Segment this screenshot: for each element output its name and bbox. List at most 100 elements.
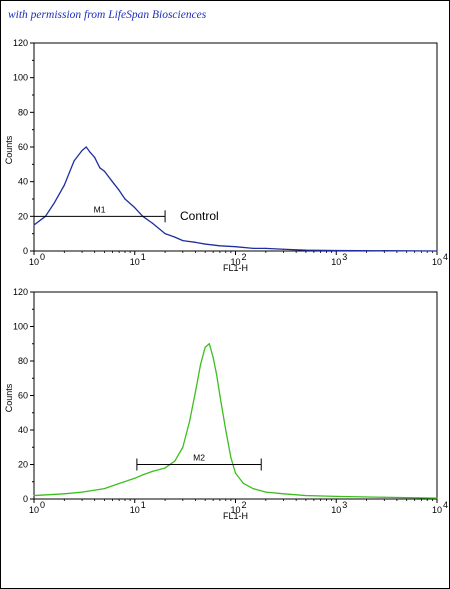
y-tick-label: 100 — [13, 322, 28, 332]
histogram-point — [265, 491, 267, 493]
y-tick-label: 80 — [18, 356, 28, 366]
histogram-point — [103, 488, 106, 490]
histogram-point — [94, 156, 96, 158]
x-tick-exponent: 0 — [40, 252, 45, 262]
y-axis-title: Counts — [4, 383, 14, 412]
y-tick-label: 20 — [18, 211, 28, 221]
histogram-point — [204, 346, 206, 348]
histogram-point — [99, 167, 101, 169]
y-tick-label: 60 — [18, 142, 28, 152]
x-tick-label: 10 — [130, 257, 140, 267]
histogram-point — [182, 446, 184, 448]
marker-label: M1 — [94, 204, 106, 214]
x-axis-title: FL1-H — [223, 511, 248, 521]
histogram-point — [164, 467, 166, 469]
histogram-point — [33, 224, 35, 226]
histogram-point — [81, 149, 83, 152]
x-tick-exponent: 0 — [40, 500, 45, 510]
y-axis-title: Counts — [4, 135, 14, 164]
histogram-point — [225, 429, 227, 431]
y-tick-label: 60 — [18, 391, 28, 401]
x-tick-exponent: 2 — [242, 252, 247, 262]
histogram-point — [208, 343, 210, 345]
histogram-point — [151, 470, 154, 472]
histogram-point — [164, 233, 166, 235]
x-tick-exponent: 3 — [342, 252, 347, 262]
x-tick-label: 10 — [29, 257, 39, 267]
histogram-point — [335, 495, 337, 498]
histogram-point — [63, 493, 65, 495]
x-tick-label: 10 — [29, 505, 39, 515]
x-tick-label: 10 — [130, 505, 140, 515]
histogram-line — [33, 343, 438, 499]
histogram-point — [199, 363, 202, 366]
histogram-point — [134, 207, 136, 209]
x-tick-label: 10 — [331, 257, 341, 267]
x-tick-exponent: 1 — [141, 252, 146, 262]
histogram-point — [118, 189, 120, 191]
histogram-point — [89, 151, 91, 153]
histogram-point — [282, 493, 285, 495]
y-tick-label: 20 — [18, 460, 28, 470]
x-tick-label: 10 — [331, 505, 341, 515]
histogram-point — [194, 241, 197, 243]
y-tick-label: 120 — [13, 38, 28, 48]
x-tick-label: 10 — [230, 505, 240, 515]
histogram-point — [124, 198, 126, 200]
histogram-point — [265, 247, 267, 249]
histogram-line — [33, 146, 438, 252]
y-tick-label: 40 — [18, 425, 28, 435]
histogram-point — [234, 472, 237, 474]
y-tick-label: 100 — [13, 73, 28, 83]
histogram-point — [73, 160, 75, 162]
histogram-point — [212, 356, 214, 359]
histogram-point — [151, 222, 154, 224]
histogram-point — [63, 184, 65, 186]
histogram-point — [234, 246, 237, 248]
histogram-point — [194, 391, 197, 393]
y-tick-label: 0 — [23, 246, 28, 256]
histogram-point — [252, 488, 254, 490]
y-tick-label: 0 — [23, 494, 28, 504]
histogram-point — [219, 245, 221, 247]
watermark-text: with permission from LifeSpan Bioscience… — [8, 9, 207, 21]
histogram-point — [188, 420, 191, 422]
marker-label: M2 — [193, 453, 205, 463]
histogram-point — [103, 170, 106, 172]
histogram-point — [182, 240, 184, 242]
x-tick-label: 10 — [230, 257, 240, 267]
histogram-point — [85, 146, 87, 148]
x-tick-exponent: 4 — [443, 252, 448, 262]
y-tick-label: 120 — [13, 287, 28, 297]
x-tick-label: 10 — [432, 505, 442, 515]
x-tick-exponent: 3 — [342, 500, 347, 510]
histogram-point — [252, 247, 254, 249]
histogram-point — [53, 201, 56, 204]
histogram-point — [436, 250, 438, 252]
x-tick-exponent: 4 — [443, 500, 448, 510]
control-annotation: Control — [180, 209, 219, 223]
histogram-point — [383, 496, 385, 498]
histogram-point — [335, 249, 337, 252]
histogram-point — [134, 477, 136, 479]
plot-area-border — [33, 291, 438, 500]
histogram-point — [33, 494, 35, 497]
histogram-point — [118, 482, 120, 485]
histogram-point — [230, 457, 232, 459]
x-tick-exponent: 2 — [242, 500, 247, 510]
x-tick-exponent: 1 — [141, 500, 146, 510]
histogram-point — [219, 394, 221, 397]
histogram-point — [305, 494, 307, 497]
x-axis-title: FL1-H — [223, 263, 248, 273]
plot-area-border — [33, 42, 438, 252]
x-tick-label: 10 — [432, 257, 442, 267]
histogram-point — [305, 249, 307, 251]
y-tick-label: 80 — [18, 107, 28, 117]
histogram-point — [216, 374, 218, 376]
histogram-point — [81, 491, 83, 493]
y-tick-label: 40 — [18, 177, 28, 187]
histogram-point — [436, 497, 438, 499]
